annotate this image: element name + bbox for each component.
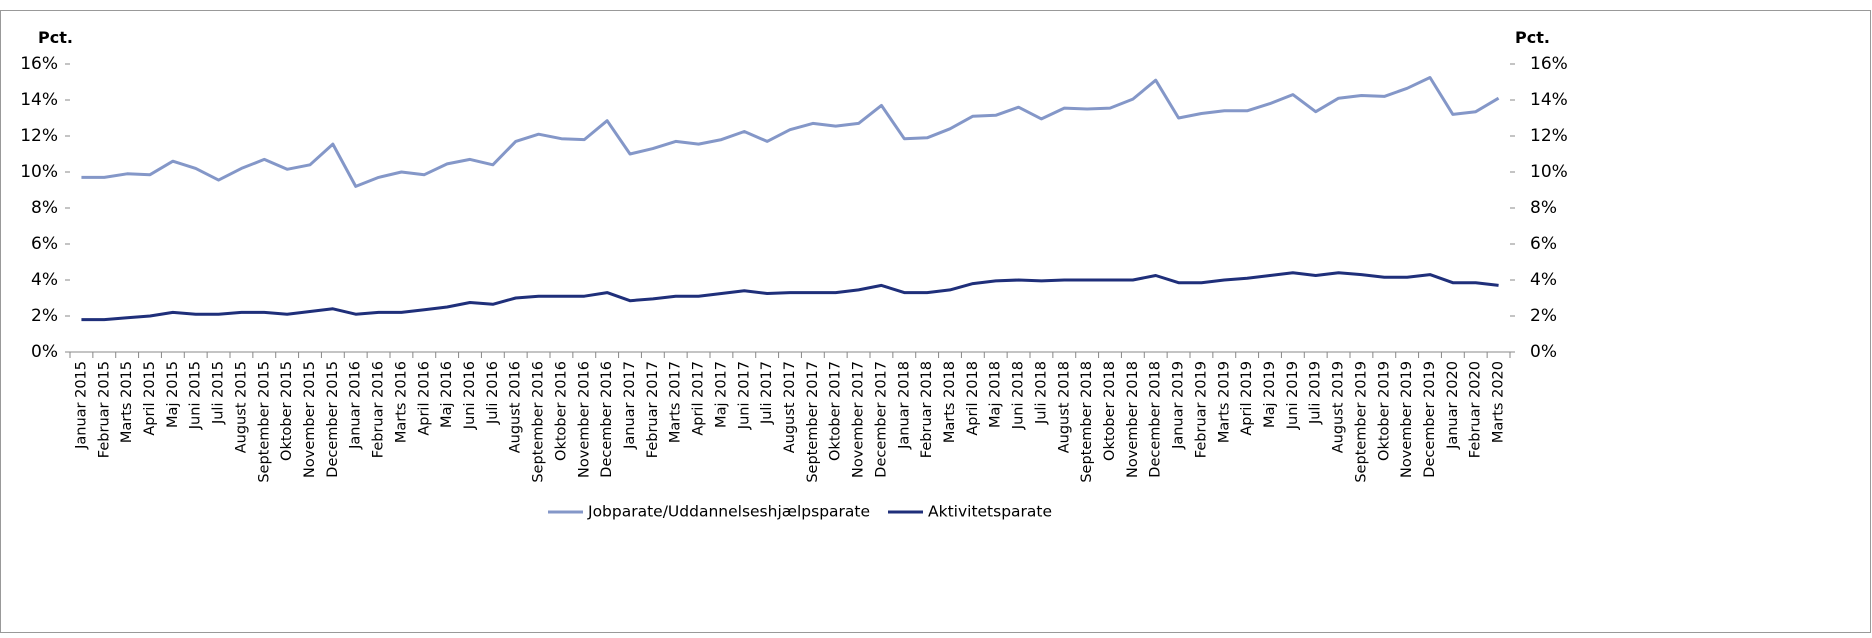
- y2-tick-label: 14%: [1530, 90, 1568, 110]
- y2-tick-label: 8%: [1530, 198, 1557, 218]
- x-tick-label: Juni 2016: [462, 361, 478, 430]
- x-tick-label: Oktober 2016: [553, 361, 569, 461]
- y2-tick-label: 2%: [1530, 306, 1557, 326]
- series-line: [81, 271, 1499, 322]
- x-tick-label: Oktober 2017: [828, 361, 844, 461]
- x-tick-label: April 2016: [416, 361, 432, 436]
- x-tick-label: April 2015: [142, 361, 158, 436]
- y2-tick-label: 6%: [1530, 234, 1557, 254]
- x-tick-label: Juli 2019: [1308, 361, 1324, 425]
- x-tick-label: August 2018: [1056, 361, 1072, 453]
- y-tick-label: 8%: [31, 198, 58, 218]
- x-tick-label: August 2016: [508, 361, 524, 453]
- x-tick-label: Marts 2018: [942, 361, 958, 443]
- x-tick-label: April 2018: [965, 361, 981, 436]
- x-tick-label: Juni 2019: [1285, 361, 1301, 430]
- y-tick-label: 14%: [20, 90, 58, 110]
- x-tick-label: Januar 2019: [1171, 361, 1187, 450]
- x-tick-label: Februar 2019: [1193, 361, 1209, 458]
- x-tick-label: April 2019: [1239, 361, 1255, 436]
- x-tick-label: Marts 2020: [1491, 361, 1507, 443]
- y2-tick-label: 0%: [1530, 342, 1557, 362]
- x-tick-label: Maj 2019: [1262, 361, 1278, 428]
- x-tick-label: Juni 2017: [736, 361, 752, 430]
- x-tick-label: Juli 2016: [485, 361, 501, 425]
- x-tick-label: April 2017: [691, 361, 707, 436]
- x-tick-label: Februar 2016: [371, 361, 387, 458]
- x-tick-label: Marts 2017: [668, 361, 684, 443]
- series-line: [81, 76, 1500, 188]
- y-tick-label: 16%: [20, 54, 58, 74]
- legend-label: Aktivitetsparate: [928, 503, 1052, 521]
- x-tick-label: September 2018: [1079, 361, 1095, 483]
- x-tick-label: Februar 2018: [919, 361, 935, 458]
- x-tick-label: September 2015: [256, 361, 272, 483]
- y-tick-label: 12%: [20, 126, 58, 146]
- x-tick-label: Maj 2016: [439, 361, 455, 428]
- x-tick-label: Marts 2016: [393, 361, 409, 443]
- x-tick-label: Maj 2015: [165, 361, 181, 428]
- y2-axis-label: Pct.: [1515, 28, 1550, 47]
- x-tick-label: Maj 2018: [988, 361, 1004, 428]
- x-tick-label: November 2015: [302, 361, 318, 478]
- x-tick-label: Juli 2015: [211, 361, 227, 425]
- y-tick-label: 0%: [31, 342, 58, 362]
- y-tick-label: 2%: [31, 306, 58, 326]
- x-tick-label: Oktober 2018: [1102, 361, 1118, 461]
- x-tick-label: November 2016: [576, 361, 592, 478]
- x-tick-label: August 2019: [1331, 361, 1347, 453]
- x-tick-label: December 2017: [873, 361, 889, 478]
- x-tick-label: Januar 2020: [1445, 361, 1461, 450]
- y2-tick-label: 10%: [1530, 162, 1568, 182]
- x-tick-label: Marts 2019: [1216, 361, 1232, 443]
- x-tick-label: December 2018: [1148, 361, 1164, 478]
- x-tick-label: December 2016: [599, 361, 615, 478]
- chart-border: [0, 10, 1871, 633]
- y-tick-label: 4%: [31, 270, 58, 290]
- x-tick-label: Oktober 2015: [279, 361, 295, 461]
- y-tick-label: 10%: [20, 162, 58, 182]
- x-tick-label: Juni 2018: [1011, 361, 1027, 430]
- x-tick-label: November 2019: [1399, 361, 1415, 478]
- x-tick-label: September 2016: [531, 361, 547, 483]
- x-tick-label: Juli 2017: [759, 361, 775, 425]
- x-tick-label: Februar 2017: [645, 361, 661, 458]
- y-tick-label: 6%: [31, 234, 58, 254]
- x-tick-label: December 2015: [325, 361, 341, 478]
- x-tick-label: Januar 2018: [896, 361, 912, 450]
- x-tick-label: December 2019: [1422, 361, 1438, 478]
- legend-label: Jobparate/Uddannelseshjælpsparate: [587, 503, 870, 521]
- x-tick-label: Maj 2017: [713, 361, 729, 428]
- x-tick-label: November 2018: [1125, 361, 1141, 478]
- x-tick-label: Januar 2017: [622, 361, 638, 450]
- x-tick-label: Oktober 2019: [1376, 361, 1392, 461]
- x-tick-label: September 2017: [805, 361, 821, 483]
- x-tick-label: November 2017: [851, 361, 867, 478]
- x-tick-label: Januar 2015: [73, 361, 89, 450]
- x-tick-label: Februar 2015: [96, 361, 112, 458]
- x-tick-label: Februar 2020: [1468, 361, 1484, 458]
- y-axis-label: Pct.: [38, 28, 73, 47]
- x-tick-label: Juni 2015: [188, 361, 204, 430]
- y2-tick-label: 4%: [1530, 270, 1557, 290]
- y2-tick-label: 12%: [1530, 126, 1568, 146]
- x-tick-label: Marts 2015: [119, 361, 135, 443]
- x-tick-label: September 2019: [1353, 361, 1369, 483]
- x-tick-label: August 2015: [233, 361, 249, 453]
- x-tick-label: Juli 2018: [1033, 361, 1049, 425]
- y2-tick-label: 16%: [1530, 54, 1568, 74]
- x-tick-label: August 2017: [782, 361, 798, 453]
- x-tick-label: Januar 2016: [348, 361, 364, 450]
